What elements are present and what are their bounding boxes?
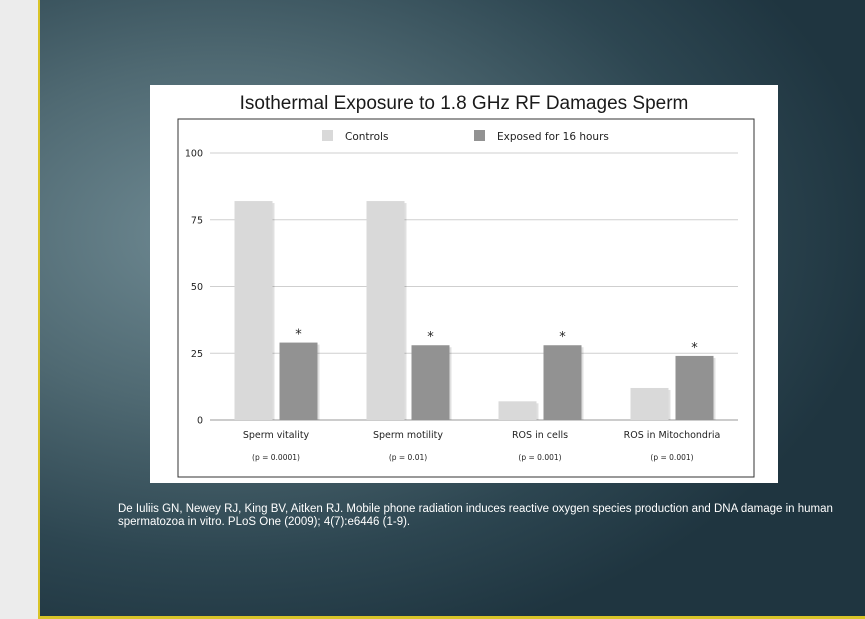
- y-tick-label: 100: [185, 149, 203, 160]
- category-label: ROS in Mitochondria: [624, 430, 721, 441]
- bar-controls-0: [234, 201, 273, 420]
- y-tick-label: 75: [191, 215, 203, 226]
- p-value-label: (p = 0.001): [650, 453, 693, 462]
- p-value-label: (p = 0.01): [389, 453, 427, 462]
- bar-exposed-1: [411, 345, 450, 420]
- bar-controls-1: [366, 201, 405, 420]
- legend-label: Exposed for 16 hours: [497, 131, 609, 143]
- legend: Controls Exposed for 16 hours: [322, 130, 609, 143]
- bars: [234, 201, 716, 420]
- y-tick-label: 0: [197, 416, 203, 427]
- bar-exposed-2: [543, 345, 582, 420]
- bar-controls-3: [630, 387, 669, 420]
- bar-controls-2: [498, 401, 537, 420]
- significance-star: *: [559, 330, 566, 345]
- legend-swatch-controls: [322, 130, 333, 141]
- chart-card: Isothermal Exposure to 1.8 GHz RF Damage…: [150, 85, 778, 483]
- left-margin-strip: [0, 0, 24, 619]
- bar-chart: Isothermal Exposure to 1.8 GHz RF Damage…: [177, 93, 755, 478]
- significance-star: *: [295, 328, 302, 343]
- slide-bottom-border: [38, 616, 865, 619]
- significance-star: *: [427, 330, 434, 345]
- category-label: Sperm motility: [373, 430, 443, 441]
- chart-title: Isothermal Exposure to 1.8 GHz RF Damage…: [240, 93, 689, 114]
- citation-text: De Iuliis GN, Newey RJ, King BV, Aitken …: [118, 503, 833, 528]
- bar-exposed-0: [279, 342, 318, 420]
- y-tick-label: 50: [191, 282, 203, 293]
- slide-left-border: [38, 0, 40, 619]
- legend-swatch-exposed: [474, 130, 485, 141]
- bar-exposed-3: [675, 355, 714, 420]
- legend-label: Controls: [345, 131, 388, 143]
- significance-star: *: [691, 341, 698, 356]
- p-value-label: (p = 0.0001): [252, 453, 300, 462]
- labels: 0 25 50 75 100 * Sperm vitality (p = 0.0001) * Sp…: [185, 149, 720, 463]
- y-tick-label: 25: [191, 349, 203, 360]
- category-label: ROS in cells: [512, 430, 568, 441]
- p-value-label: (p = 0.001): [518, 453, 561, 462]
- category-label: Sperm vitality: [243, 430, 310, 441]
